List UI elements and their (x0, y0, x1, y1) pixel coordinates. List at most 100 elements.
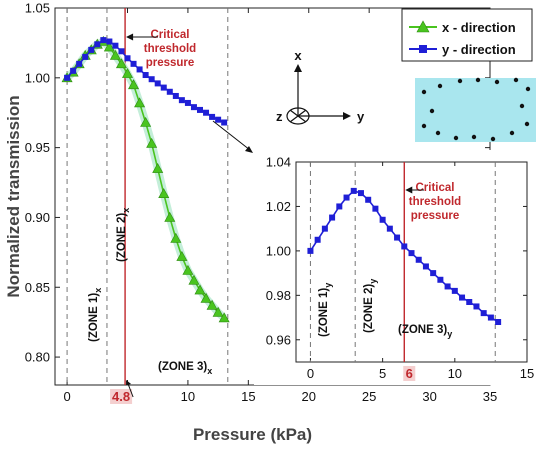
inset-y-tick-label: 0.98 (266, 288, 291, 303)
inset-data-point-y (473, 303, 480, 310)
zone2-label: (ZONE 2)x (116, 208, 131, 262)
data-point-x (176, 250, 188, 261)
data-point-x (164, 211, 176, 222)
inset-zone3-label: (ZONE 3)y (398, 324, 452, 339)
inset-data-point-y (422, 263, 429, 270)
y-axis-title: Normalized transmission (4, 95, 23, 297)
data-point-y (221, 119, 228, 126)
cross-section-background (415, 78, 536, 142)
inset-critical-pressure-tick: 6 (406, 366, 413, 381)
data-point-x (218, 312, 230, 323)
zone1-label: (ZONE 1)x (88, 288, 103, 342)
coord-x-arrowhead (294, 64, 302, 72)
zone2-label-sub: x (121, 208, 131, 213)
inset-data-point-y (357, 190, 364, 197)
inset-data-point-y (343, 194, 350, 201)
inset-data-point-y (336, 203, 343, 210)
y-tick-label: 0.85 (25, 280, 50, 295)
data-point-y (154, 80, 161, 87)
inset-data-point-y (408, 250, 415, 257)
data-point-y (76, 60, 83, 67)
critical-label-line: threshold (144, 43, 196, 55)
critical-arrowhead (126, 33, 134, 41)
data-point-x (152, 162, 164, 173)
data-point-x (103, 41, 115, 52)
data-point-x (206, 299, 218, 310)
inset-data-point-y (487, 314, 494, 321)
coord-y-arrowhead (343, 112, 351, 120)
inset-data-point-y (372, 205, 379, 212)
coord-z-cross-b (289, 109, 307, 123)
critical-label-line: pressure (146, 57, 195, 69)
inset-y-tick-label: 1.00 (266, 243, 291, 258)
inset-data-point-y (394, 234, 401, 241)
inset-data-point-y (350, 187, 357, 194)
inset-data-point-y (329, 214, 336, 221)
inset-critical-arrowhead (405, 186, 413, 194)
data-point-x (212, 306, 224, 317)
y-tick-label: 1.05 (25, 1, 50, 16)
coord-y-label: y (357, 109, 365, 124)
data-point-x (182, 264, 194, 275)
inset-data-point-y (307, 247, 314, 254)
inset-zone1-label-text: (ZONE 1) (318, 288, 330, 337)
inset-critical-label-line: threshold (409, 196, 461, 208)
fiber-cross-section-illustration (415, 77, 536, 142)
coord-z-label: z (276, 109, 283, 124)
y-tick-label: 0.80 (25, 350, 50, 365)
legend-label-y: y - direction (442, 42, 516, 57)
cross-section-dot (437, 83, 443, 89)
data-point-x (109, 49, 121, 60)
x-tick-label: 30 (422, 389, 436, 404)
data-point-x (140, 116, 152, 127)
cross-section-dot (453, 135, 459, 141)
cross-section-dot (513, 77, 519, 83)
x-tick-label: 10 (181, 389, 195, 404)
data-point-y (136, 66, 143, 73)
inset-data-point-y (314, 236, 321, 243)
zone3-label: (ZONE 3)x (158, 361, 212, 376)
tick-pointer-arrowhead (126, 380, 132, 385)
inset-data-point-y (386, 225, 393, 232)
data-point-x (134, 97, 146, 108)
cross-section-dot (421, 123, 427, 129)
data-point-y (94, 41, 101, 48)
coord-x-label: x (294, 48, 302, 63)
inset-data-point-y (365, 196, 372, 203)
inset-x-tick-label: 0 (307, 366, 314, 381)
inset-data-point-y (459, 294, 466, 301)
data-point-y (160, 84, 167, 91)
cross-section-dot (421, 89, 427, 95)
cross-section-dot (490, 136, 496, 142)
red-tick-highlight (110, 389, 133, 404)
data-point-y (178, 97, 185, 104)
inset-critical-label-line: Critical (416, 182, 455, 194)
inset-data-point-y (430, 270, 437, 277)
inset-data-point-y (451, 287, 458, 294)
coordinate-axes-icon: x y z (276, 48, 365, 125)
inset-zone2-label: (ZONE 2)y (363, 279, 378, 333)
cross-section-dot (429, 108, 435, 114)
inset-data-point-y (379, 216, 386, 223)
inset-y-tick-label: 1.04 (266, 155, 291, 170)
inset-chart: 0.960.981.001.021.040 5 10 156(ZONE 1)y (ZON… (254, 150, 546, 385)
coord-z-circle (286, 107, 310, 125)
data-point-y (124, 55, 131, 62)
data-point-x (115, 58, 127, 69)
inset-data-point-y (321, 225, 328, 232)
inset-zone1-label: (ZONE 1)y (318, 283, 333, 337)
critical-pressure-tick: 4.8 (112, 389, 130, 404)
zone2-label-text: (ZONE 2) (116, 213, 128, 262)
inset-zone1-label-sub: y (323, 283, 333, 288)
data-point-y (166, 88, 173, 95)
zone3-label-sub: x (207, 366, 212, 376)
legend-marker-y (419, 45, 427, 53)
inset-data-point-y (415, 256, 422, 263)
data-point-y (100, 37, 107, 44)
data-point-y (197, 106, 203, 113)
y-tick-label: 1.00 (25, 70, 50, 85)
x-tick-label: 0 (63, 389, 70, 404)
x-tick-label: 25 (362, 389, 376, 404)
